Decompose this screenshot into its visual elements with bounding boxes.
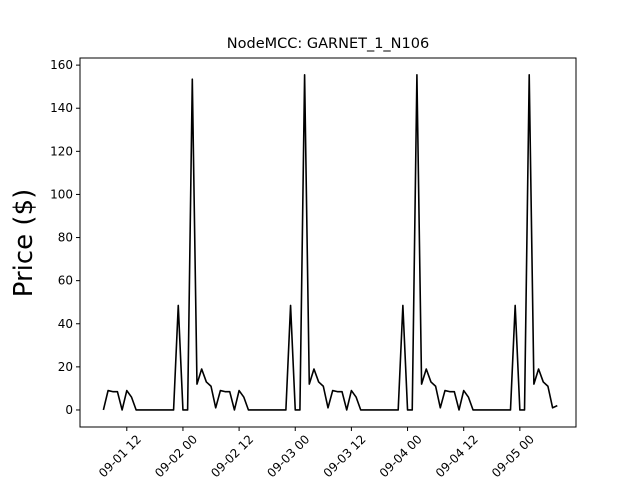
y-tick-label: 40 bbox=[58, 317, 73, 331]
y-tick-label: 0 bbox=[65, 403, 73, 417]
plot-frame bbox=[79, 57, 577, 428]
y-tick-label: 80 bbox=[58, 231, 73, 245]
x-tick-label: 09-03 00 bbox=[264, 432, 312, 480]
x-tick-label: 09-05 00 bbox=[489, 432, 537, 480]
y-tick-label: 160 bbox=[50, 58, 73, 72]
chart-title: NodeMCC: GARNET_1_N106 bbox=[227, 36, 429, 52]
x-tick-label: 09-02 12 bbox=[208, 432, 256, 480]
x-tick-label: 09-04 00 bbox=[377, 432, 425, 480]
y-axis-label: Price ($) bbox=[9, 189, 39, 298]
y-tick-label: 100 bbox=[50, 187, 73, 201]
y-tick-label: 120 bbox=[50, 144, 73, 158]
x-tick-label: 09-02 00 bbox=[152, 432, 200, 480]
y-tick-label: 60 bbox=[58, 274, 73, 288]
x-tick-label: 09-04 12 bbox=[433, 432, 481, 480]
x-tick-label: 09-03 12 bbox=[321, 432, 369, 480]
y-tick-label: 140 bbox=[50, 101, 73, 115]
price-line bbox=[102, 74, 558, 411]
x-tick-label: 09-01 12 bbox=[96, 432, 144, 480]
y-tick-label: 20 bbox=[58, 360, 73, 374]
